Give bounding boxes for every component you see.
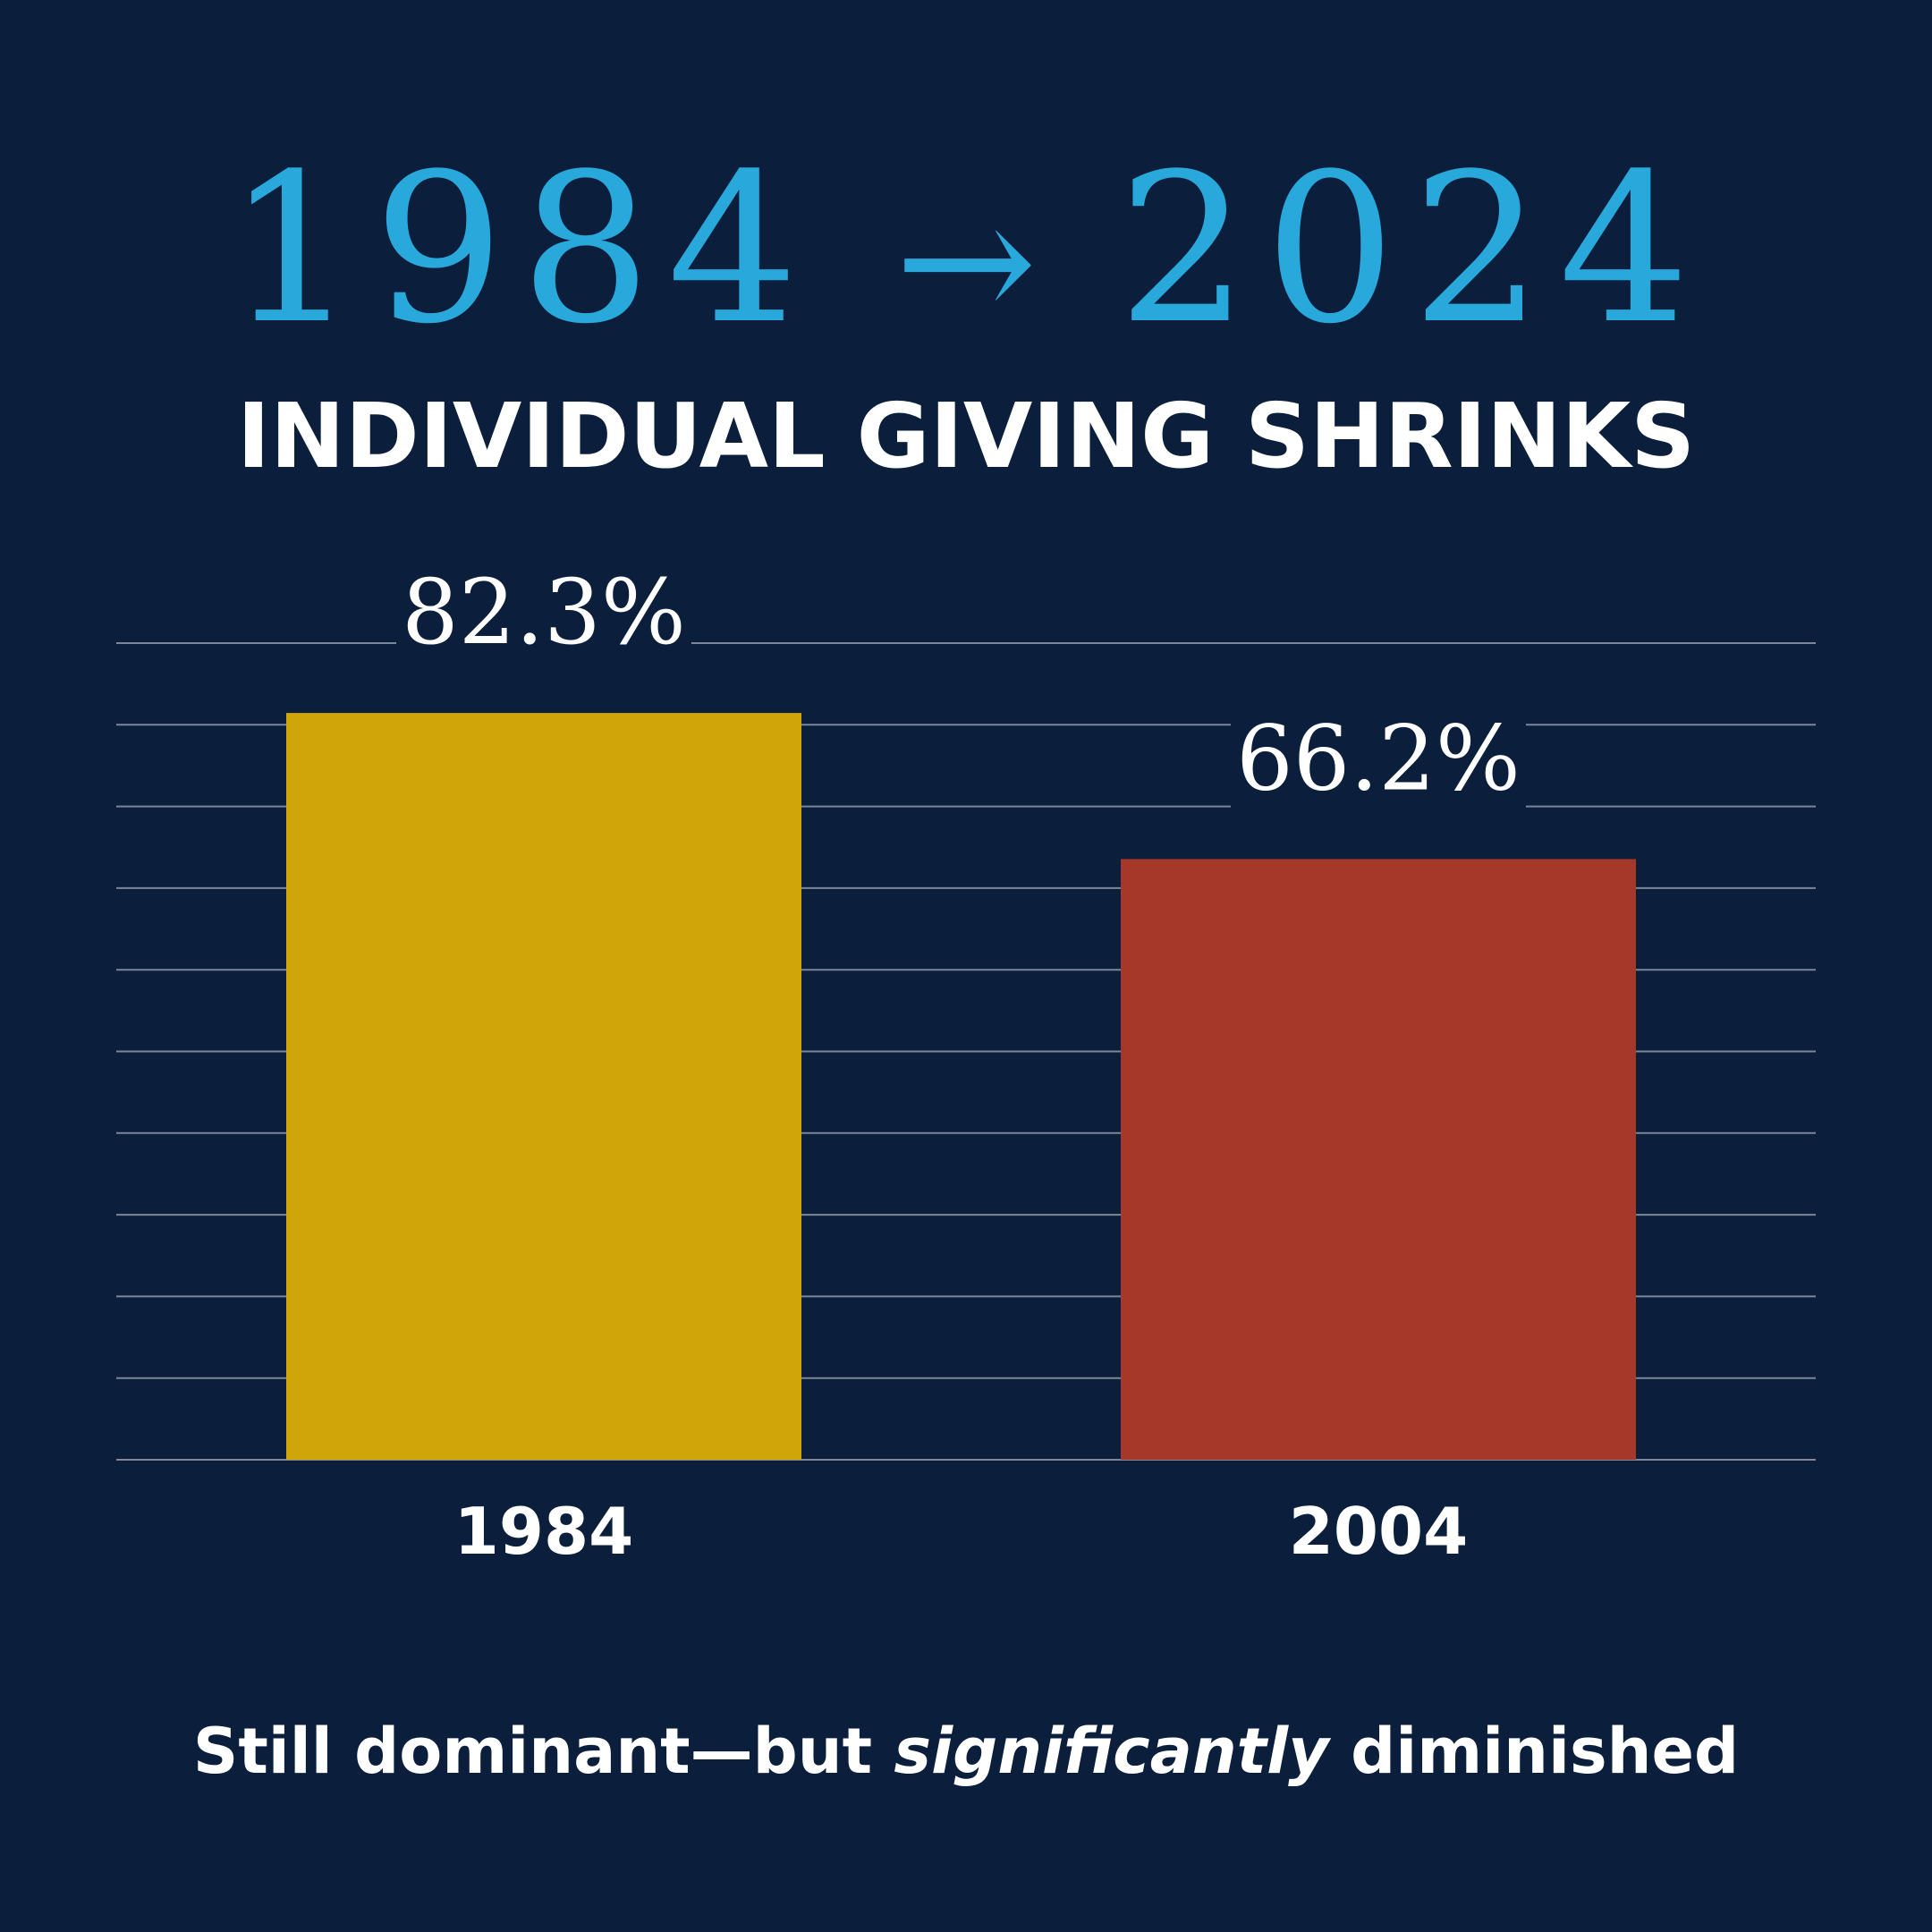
bar-1984 [286, 713, 801, 1460]
footer-text-before: Still dominant—but [193, 1715, 894, 1788]
footer-emphasis: significantly [894, 1715, 1328, 1788]
category-label-1984: 1984 [454, 1494, 633, 1569]
value-label-1984: 82.3% [402, 560, 686, 665]
bar-2004 [1121, 859, 1636, 1460]
footer-text-after: diminished [1329, 1715, 1739, 1788]
footer-caption: Still dominant—but significantly diminis… [0, 1707, 1932, 1796]
category-label-2004: 2004 [1289, 1494, 1468, 1569]
value-label-2004: 66.2% [1236, 706, 1521, 810]
